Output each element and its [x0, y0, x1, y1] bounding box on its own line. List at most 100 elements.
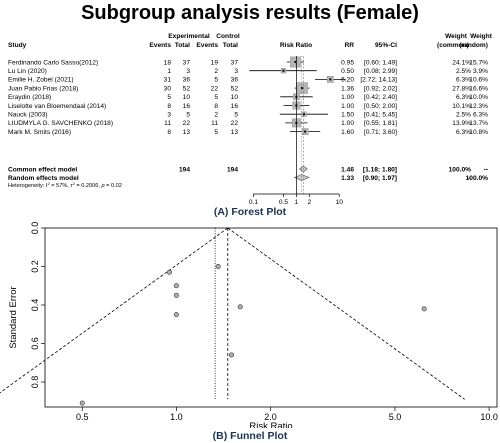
study-point [173, 283, 179, 289]
weight-common: 6.3% [456, 129, 471, 136]
ctrl-total: 22 [231, 120, 239, 127]
weight-common: 13.9% [452, 120, 471, 127]
ci-value: [0.41; 5.45] [364, 112, 397, 119]
exp-events: 31 [164, 77, 172, 84]
header-experimental: Experimental [168, 33, 210, 40]
study-name: Ferdinando Carlo Sasso(2012) [8, 59, 98, 66]
exp-events: 1 [167, 68, 171, 75]
point-estimate [282, 69, 285, 72]
forest-x-tick-label: 0.1 [249, 199, 258, 206]
point-estimate [304, 130, 307, 133]
weight-common: 6.3% [456, 77, 471, 84]
header-ctrl-total: Total [223, 42, 238, 49]
pooled-ci-common: [1.18; 1.80] [363, 166, 397, 173]
forest-plot: Experimental Control Weight Weight Study Even… [8, 33, 493, 206]
exp-total: 13 [183, 129, 191, 136]
funnel-x-tick-label: 10.0 [480, 412, 498, 422]
forest-x-tick-label: 2 [307, 199, 311, 206]
exp-events: 8 [167, 129, 171, 136]
ci-value: [2.72; 14.13] [360, 77, 397, 84]
weight-random: 6.3% [473, 112, 488, 119]
ctrl-total: 5 [234, 112, 238, 119]
ctrl-total: 13 [231, 129, 239, 136]
pooled-name-common: Common effect model [8, 166, 77, 173]
exp-total: 5 [186, 112, 190, 119]
rr-value: 0.95 [341, 59, 354, 66]
rr-value: 1.60 [341, 129, 354, 136]
weight-common: 10.1% [452, 103, 471, 110]
exp-total: 3 [186, 68, 190, 75]
pooled-exp-total: 194 [179, 166, 190, 173]
funnel-right-line [227, 227, 465, 400]
ctrl-events: 2 [214, 68, 218, 75]
rr-value: 0.50 [341, 68, 354, 75]
study-point [237, 304, 243, 310]
funnel-x-axis-label: Risk Ratio [249, 421, 292, 428]
funnel-plot-caption: (B) Funnel Plot [212, 430, 288, 442]
ctrl-events: 5 [214, 77, 218, 84]
funnel-x-tick-label: 2.0 [264, 412, 277, 422]
forest-x-tick-label: 10 [336, 199, 344, 206]
ctrl-events: 8 [214, 103, 218, 110]
pooled-ctrl-total: 194 [227, 166, 238, 173]
pooled-name-random: Random effects model [8, 175, 79, 182]
ctrl-events: 5 [214, 129, 218, 136]
page-title: Subgroup analysis results (Female) [81, 2, 419, 24]
rr-value: 1.00 [341, 103, 354, 110]
study-name: Juan Pablo Frias (2018) [8, 85, 78, 92]
header-ci: 95%-CI [375, 42, 397, 49]
study-point [228, 352, 234, 358]
funnel-y-tick-label: 0.4 [30, 299, 40, 312]
forest-plot-caption: (A) Forest Plot [213, 206, 287, 218]
weight-random: 10.8% [469, 129, 488, 136]
pooled-weight-random: -- [484, 166, 488, 173]
ctrl-total: 3 [234, 68, 238, 75]
funnel-x-tick-label: 5.0 [389, 412, 402, 422]
pooled-weight-random: 100.0% [466, 175, 489, 182]
pooled-weight-common: 100.0% [449, 166, 472, 173]
weight-random: 3.9% [473, 68, 488, 75]
exp-events: 11 [164, 120, 171, 127]
pooled-rr-common: 1.46 [341, 166, 354, 173]
exp-events: 30 [164, 85, 172, 92]
ctrl-total: 10 [231, 94, 239, 101]
rr-value: 6.20 [341, 77, 354, 84]
study-name: Liselotte van Bloemendaal (2014) [8, 103, 106, 110]
weight-random: 16.6% [469, 85, 488, 92]
weight-common: 6.3% [456, 94, 471, 101]
exp-events: 18 [164, 59, 172, 66]
header-w-random: (random) [459, 42, 488, 49]
exp-events: 8 [167, 103, 171, 110]
forest-x-tick-label: 0.5 [279, 199, 288, 206]
study-name: LIUDMYLA G. SAVCHENKO (2018) [8, 120, 113, 127]
weight-common: 27.8% [452, 85, 471, 92]
study-point [215, 263, 221, 269]
forest-x-tick-label: 1 [295, 199, 299, 206]
ctrl-total: 52 [231, 85, 239, 92]
weight-random: 15.7% [469, 59, 488, 66]
funnel-y-tick-label: 0.8 [30, 376, 40, 389]
study-name: Lu Lin (2020) [8, 68, 47, 75]
rr-value: 1.36 [341, 85, 354, 92]
ci-value: [0.50; 2.00] [364, 103, 397, 110]
ctrl-events: 19 [211, 59, 219, 66]
funnel-y-tick-label: 0.0 [30, 222, 40, 234]
rr-value: 1.00 [341, 94, 354, 101]
point-estimate [301, 87, 304, 90]
pooled-diamond-random [293, 174, 310, 181]
weight-random: 10.0% [469, 94, 488, 101]
ctrl-events: 5 [214, 94, 218, 101]
exp-total: 16 [183, 103, 191, 110]
ci-value: [0.55; 1.81] [364, 120, 397, 127]
ci-value: [0.08; 2.99] [364, 68, 397, 75]
exp-total: 22 [183, 120, 191, 127]
ctrl-events: 22 [211, 85, 219, 92]
header-weight-common: Weight [445, 33, 468, 40]
study-name: Emilie H. Zobel (2021) [8, 77, 74, 84]
study-point [173, 292, 179, 298]
rr-value: 1.00 [341, 120, 354, 127]
header-ctrl-events: Events [196, 42, 218, 49]
funnel-y-tick-label: 0.2 [30, 260, 40, 273]
weight-common: 24.1% [452, 59, 471, 66]
rr-value: 1.50 [341, 112, 354, 119]
